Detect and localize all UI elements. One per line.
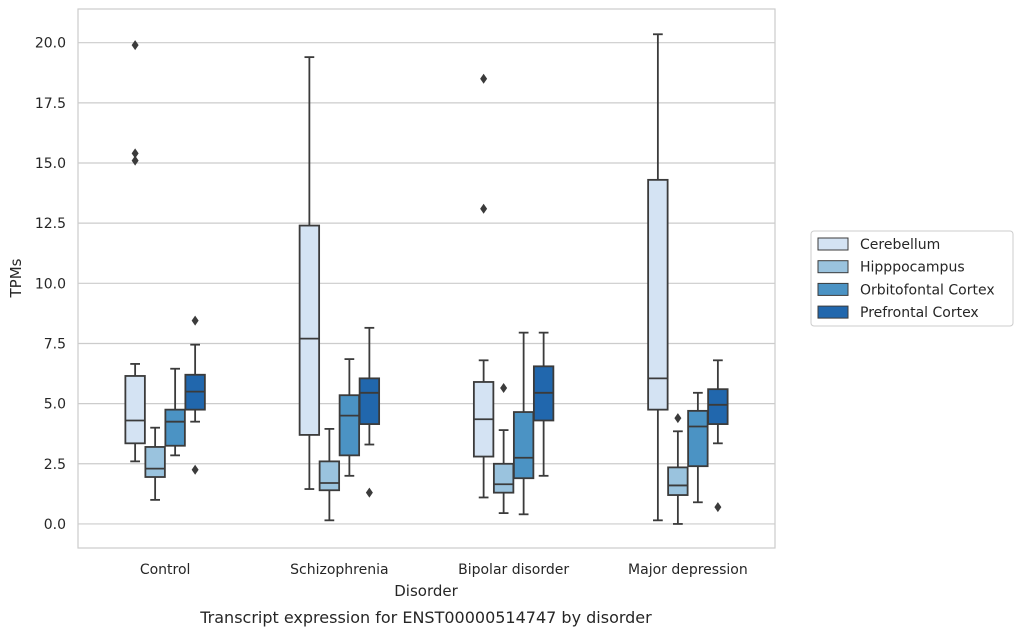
- box-body: [124, 375, 146, 445]
- box-body: [707, 388, 729, 425]
- y-tick-label: 7.5: [44, 336, 66, 352]
- figure-caption: Transcript expression for ENST0000051474…: [199, 608, 652, 627]
- legend-swatch: [817, 237, 849, 251]
- box-prefrontal-cortex: [358, 326, 381, 498]
- outlier-point: [131, 148, 139, 159]
- x-tick-label: Schizophrenia: [290, 562, 388, 578]
- box-prefrontal-cortex: [184, 315, 206, 475]
- box-orbitofontal-cortex: [687, 391, 709, 504]
- y-axis-title: TPMs: [7, 258, 25, 298]
- outlier-point: [500, 382, 508, 393]
- outlier-point: [480, 73, 488, 84]
- legend-label: Hipppocampus: [860, 260, 965, 276]
- box-prefrontal-cortex: [707, 359, 729, 513]
- y-tick-label: 2.5: [44, 457, 66, 473]
- x-axis-title: Disorder: [394, 582, 458, 600]
- box-hipppocampus: [144, 426, 166, 501]
- box-body: [298, 224, 321, 436]
- legend-swatch: [817, 305, 849, 319]
- box-orbitofontal-cortex: [338, 358, 361, 477]
- x-tick-label: Bipolar disorder: [458, 562, 569, 578]
- legend-label: Prefrontal Cortex: [860, 305, 979, 321]
- y-tick-labels: 0.0 2.5 5.0 7.5 10.0 12.5 15.0 17.5 20.0: [35, 36, 66, 533]
- box-body: [492, 462, 515, 494]
- legend-swatch: [817, 260, 849, 274]
- outlier-point: [191, 464, 199, 475]
- x-tick-label: Control: [140, 562, 191, 578]
- outlier-point: [191, 315, 199, 326]
- box-cerebellum: [298, 56, 321, 490]
- box-orbitofontal-cortex: [164, 367, 186, 457]
- box-cerebellum: [124, 40, 146, 463]
- box-body: [647, 178, 669, 411]
- x-tick-labels: Control Schizophrenia Bipolar disorder Majo…: [140, 562, 748, 578]
- box-body: [338, 394, 361, 457]
- y-tick-label: 5.0: [44, 397, 66, 413]
- outlier-point: [131, 40, 139, 51]
- box-body: [318, 460, 341, 492]
- legend: Cerebellum Hipppocampus Orbitofontal Corte…: [810, 230, 1014, 327]
- outlier-point: [674, 413, 682, 424]
- box-hipppocampus: [667, 413, 689, 525]
- legend-label: Cerebellum: [860, 237, 940, 253]
- outlier-point: [365, 487, 373, 498]
- box-body: [687, 409, 709, 468]
- y-tick-label: 15.0: [35, 156, 66, 172]
- box-body: [358, 377, 381, 425]
- box-body: [164, 408, 186, 447]
- box-cerebellum: [647, 33, 669, 522]
- legend-label: Orbitofontal Cortex: [860, 282, 995, 298]
- outlier-point: [131, 155, 139, 166]
- box-body: [667, 466, 689, 496]
- box-prefrontal-cortex: [532, 331, 555, 477]
- outlier-point: [480, 203, 488, 214]
- y-tick-label: 12.5: [35, 216, 66, 232]
- y-tick-label: 10.0: [35, 276, 66, 292]
- legend-frame: [810, 230, 1014, 327]
- box-body: [144, 446, 166, 478]
- x-tick-label: Major depression: [628, 562, 748, 578]
- legend-swatch: [817, 282, 849, 296]
- y-tick-label: 0.0: [44, 517, 66, 533]
- box-body: [512, 411, 535, 480]
- y-tick-label: 17.5: [35, 96, 66, 112]
- box-orbitofontal-cortex: [512, 331, 535, 516]
- outlier-point: [714, 502, 722, 513]
- box-hipppocampus: [492, 382, 515, 515]
- boxes: [124, 33, 729, 525]
- y-tick-label: 20.0: [35, 36, 66, 52]
- box-hipppocampus: [318, 427, 341, 522]
- box-cerebellum: [472, 73, 495, 499]
- legend-items: Cerebellum Hipppocampus Orbitofontal Corte…: [817, 237, 995, 321]
